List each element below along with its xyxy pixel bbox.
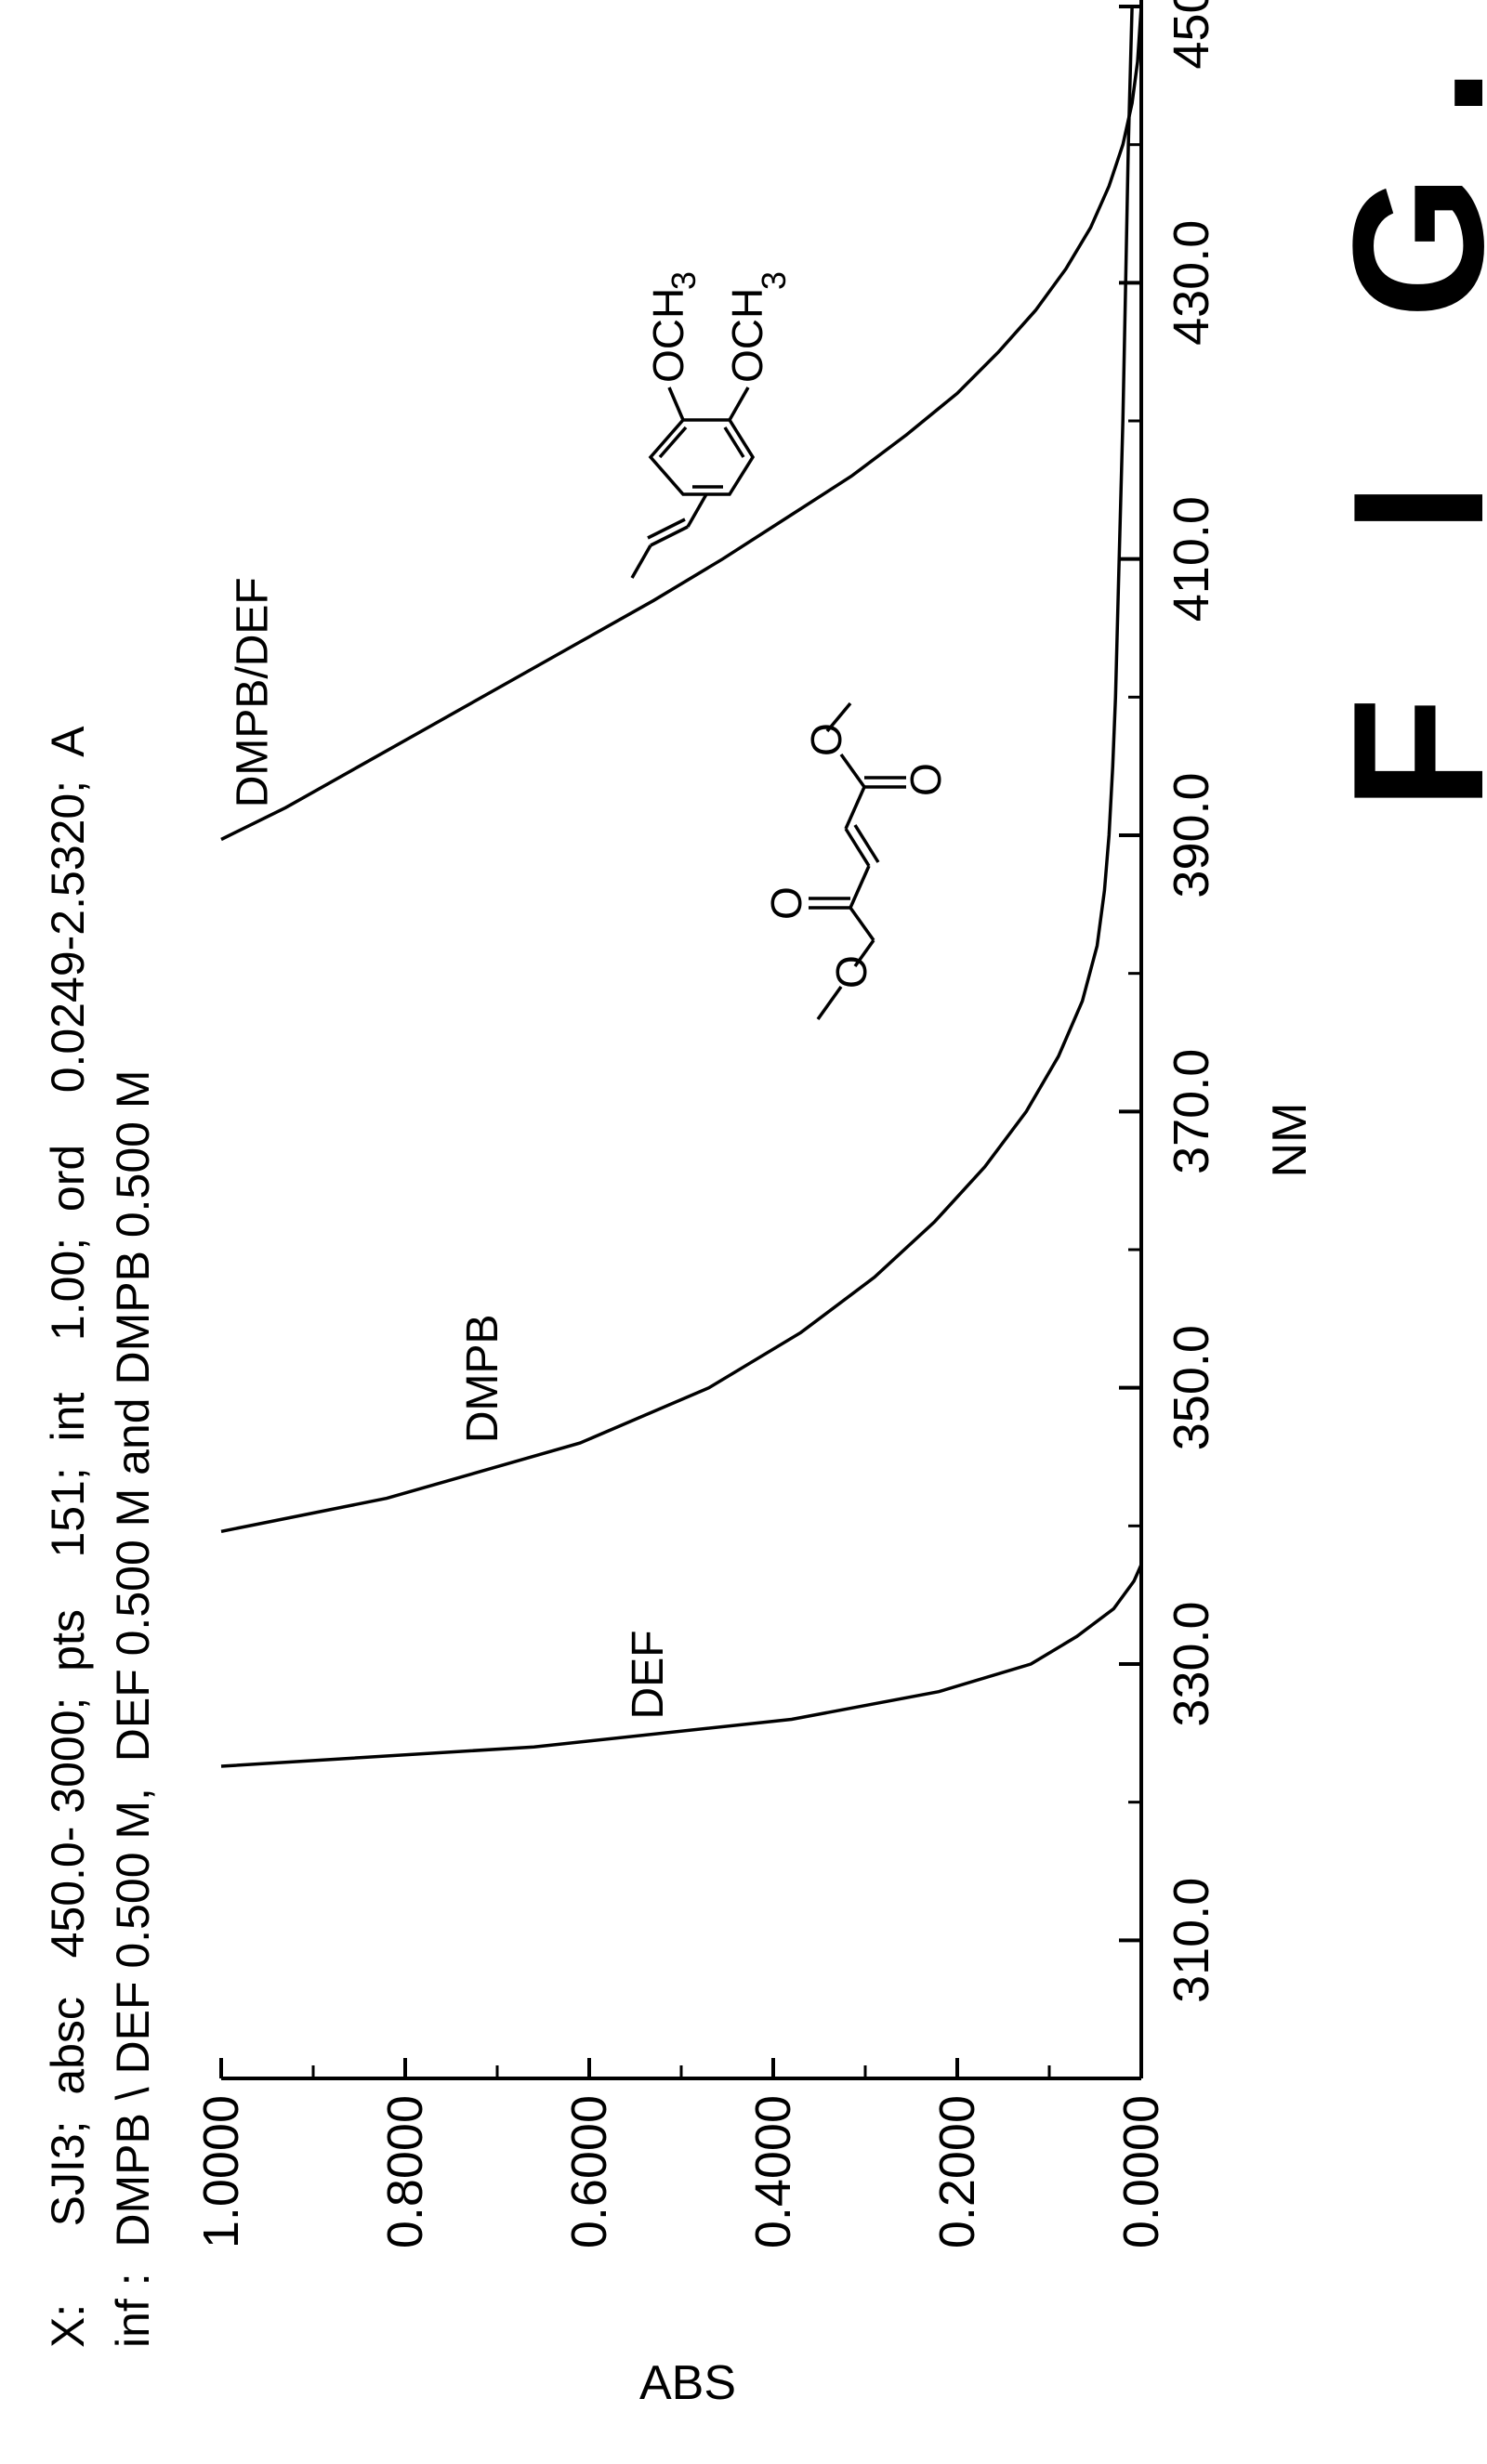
dmpb-structure-drawing xyxy=(632,387,753,578)
series-line-def xyxy=(221,1565,1141,1766)
y-tick-label: 0.4000 xyxy=(745,2095,801,2248)
series-label-dmpb: DMPB xyxy=(458,1314,507,1443)
x-tick-label: 330.0 xyxy=(1164,1601,1219,1726)
def-oxygen-3: O xyxy=(901,763,950,796)
header-line-1: X: SJI3; absc 450.0- 3000; pts 151; int … xyxy=(42,726,94,2348)
series-label-dmpb-def: DMPB/DEF xyxy=(229,577,278,807)
y-tick-label: 1.0000 xyxy=(193,2095,249,2248)
y-tick-label: 0.0000 xyxy=(1113,2095,1169,2248)
y-tick-label: 0.8000 xyxy=(377,2095,433,2248)
y-tick-label: 0.2000 xyxy=(929,2095,985,2248)
x-tick-label: 370.0 xyxy=(1164,1049,1219,1174)
dmpb-methoxy-2: OCH xyxy=(723,288,771,383)
header-line-2: inf : DMPB \ DEF 0.500 M, DEF 0.500 M an… xyxy=(107,1069,159,2348)
dmpb-methoxy-1-sub: 3 xyxy=(665,271,703,290)
dmpb-methoxy-2-sub: 3 xyxy=(755,271,793,290)
x-tick-label: 450.0 xyxy=(1164,0,1219,70)
def-oxygen-2: O xyxy=(762,886,810,920)
dmpb-methoxy-1: OCH xyxy=(644,288,692,383)
x-axis-label: NM xyxy=(1263,1103,1317,1178)
def-oxygen-4: O xyxy=(802,723,850,756)
def-oxygen-1: O xyxy=(827,955,875,989)
figure-label: F I G. I xyxy=(1315,0,1487,810)
x-tick-label: 350.0 xyxy=(1164,1325,1219,1450)
y-ticks: 0.0000 0.2000 0.4000 0.6000 0.8000 1.0000 xyxy=(193,2058,1169,2248)
y-axis-label: ABS xyxy=(639,2356,736,2410)
series-line-dmpb xyxy=(221,7,1132,1531)
x-tick-label: 410.0 xyxy=(1164,496,1219,622)
x-ticks: 310.0 330.0 350.0 370.0 390.0 410.0 430.0 450.0 xyxy=(1119,0,1219,2078)
x-tick-label: 310.0 xyxy=(1164,1878,1219,2003)
y-tick-label: 0.6000 xyxy=(561,2095,617,2248)
x-tick-label: 430.0 xyxy=(1164,220,1219,346)
series-label-def: DEF xyxy=(624,1630,673,1719)
x-tick-label: 390.0 xyxy=(1164,772,1219,898)
